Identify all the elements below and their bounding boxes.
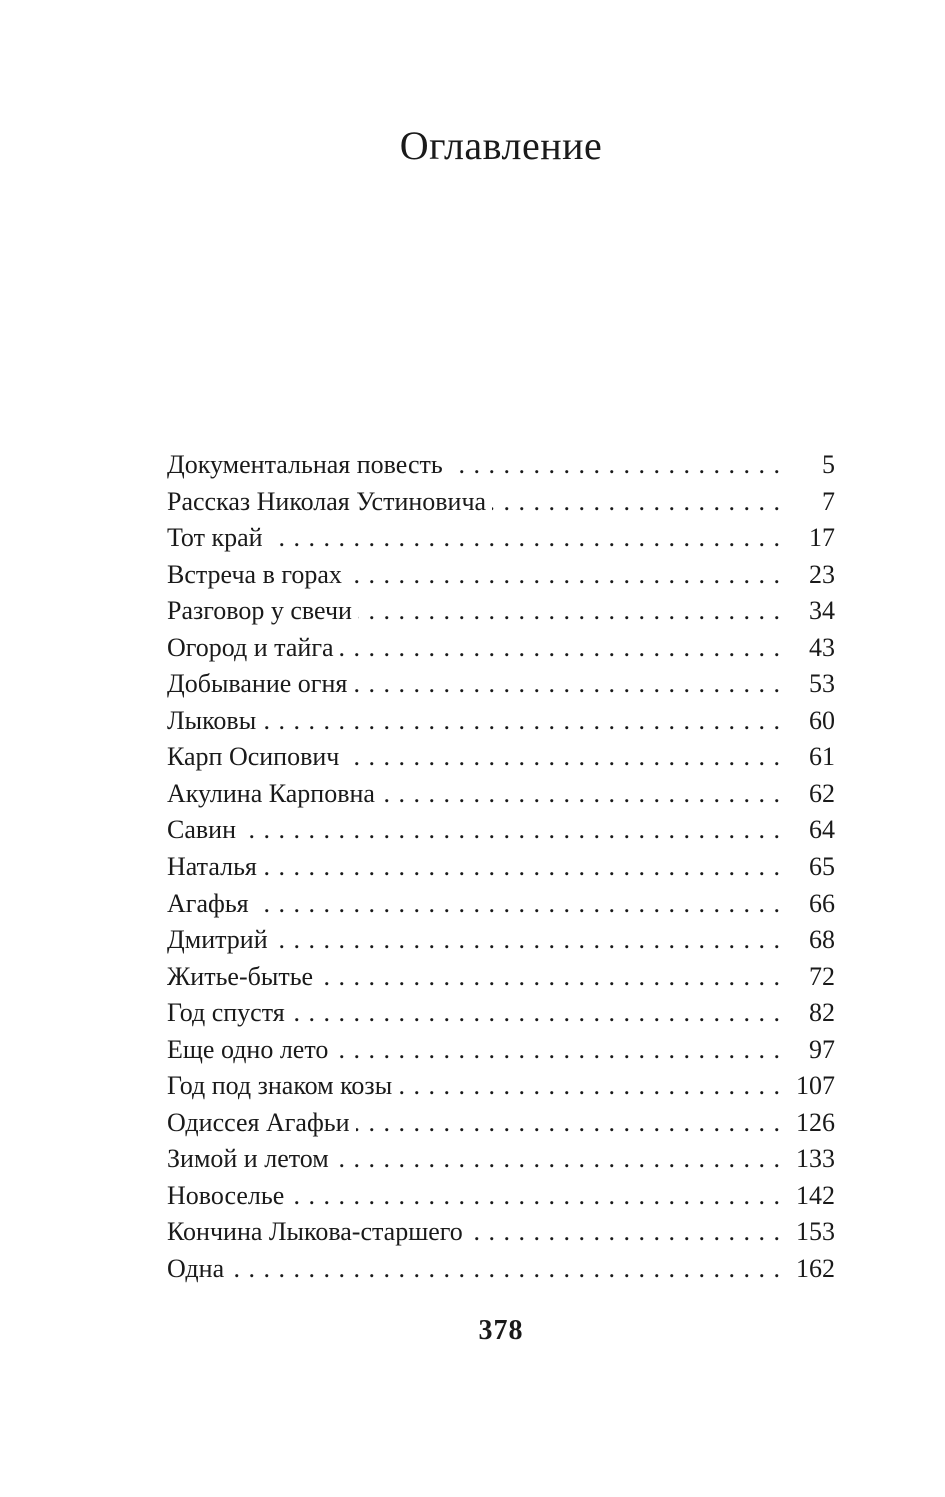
toc-entry: Встреча в горах 23 xyxy=(167,557,835,594)
toc-entry-page: 133 xyxy=(796,1144,835,1174)
toc-entry: Кончина Лыкова-старшего 153 xyxy=(167,1214,835,1251)
dot-leader xyxy=(469,1214,781,1251)
dot-leader xyxy=(449,447,781,484)
dot-leader xyxy=(353,666,781,703)
dot-leader xyxy=(334,1032,781,1069)
dot-leader xyxy=(345,739,781,776)
toc-entry-page: 17 xyxy=(809,523,835,553)
dot-leader xyxy=(255,886,781,923)
toc-entry-page: 64 xyxy=(809,815,835,845)
toc-entry-title: Новоселье xyxy=(167,1180,285,1210)
dot-leader xyxy=(319,959,781,996)
dot-leader xyxy=(398,1068,781,1105)
toc-entry: Добывание огня 53 xyxy=(167,666,835,703)
toc-entry-title: Разговор у свечи xyxy=(167,596,352,626)
dot-leader xyxy=(356,1105,781,1142)
dot-leader xyxy=(348,557,781,594)
toc-entry-page: 72 xyxy=(809,961,835,991)
toc-entry-title: Добывание огня xyxy=(167,669,348,699)
toc-entry-page: 97 xyxy=(809,1034,835,1064)
toc-entry-page: 60 xyxy=(809,705,835,735)
dot-leader xyxy=(242,812,781,849)
toc-entry-page: 62 xyxy=(809,778,835,808)
toc-entry: Новоселье 142 xyxy=(167,1178,835,1215)
toc-entry-page: 82 xyxy=(809,998,835,1028)
toc-entry-page: 65 xyxy=(809,852,835,882)
toc-entry: Акулина Карповна 62 xyxy=(167,776,835,813)
toc-entry-title: Документальная повесть xyxy=(167,450,443,479)
toc-entry-title: Акулина Карповна xyxy=(167,778,375,808)
toc-entry: Рассказ Николая Устиновича 7 xyxy=(167,484,835,521)
toc-entry-title: Год под знаком козы xyxy=(167,1071,393,1101)
toc-entry-page: 61 xyxy=(809,742,835,772)
toc-entry-page: 68 xyxy=(809,925,835,955)
dot-leader xyxy=(263,849,781,886)
toc-entry-title: Огород и тайга xyxy=(167,632,334,662)
toc-entry-title: Кончина Лыкова-старшего xyxy=(167,1217,463,1247)
toc-entry-title: Рассказ Николая Устиновича xyxy=(167,486,487,516)
toc-entry: Огород и тайга 43 xyxy=(167,630,835,667)
dot-leader xyxy=(492,484,781,521)
toc-entry-title: Дмитрий xyxy=(167,925,268,955)
dot-leader xyxy=(290,1178,781,1215)
toc-entry-page: 126 xyxy=(796,1107,835,1137)
folio-page-number: 378 xyxy=(478,1315,524,1346)
toc-entry-page: 153 xyxy=(796,1217,835,1247)
toc-entry-page: 142 xyxy=(796,1180,835,1210)
toc-entry-title: Встреча в горах xyxy=(167,559,342,589)
dot-leader xyxy=(291,995,781,1032)
dot-leader xyxy=(269,520,781,557)
toc-entry-title: Наталья xyxy=(167,852,257,882)
toc-entry-page: 7 xyxy=(822,486,835,516)
toc-entry-title: Зимой и летом xyxy=(167,1144,329,1174)
toc-entry-page: 162 xyxy=(796,1254,835,1284)
toc-entry-title: Савин xyxy=(167,815,236,845)
dot-leader xyxy=(262,703,781,740)
dot-leader xyxy=(381,776,781,813)
toc-entry: Агафья 66 xyxy=(167,886,835,923)
toc-entry: Тот край 17 xyxy=(167,520,835,557)
toc-list: Документальная повесть 5 Рассказ Николая… xyxy=(167,447,835,1288)
page-title: Оглавление xyxy=(399,123,603,168)
dot-leader xyxy=(230,1251,781,1288)
toc-entry: Разговор у свечи 34 xyxy=(167,593,835,630)
toc-entry-title: Год спустя xyxy=(167,998,285,1028)
toc-entry: Дмитрий 68 xyxy=(167,922,835,959)
toc-entry-page: 5 xyxy=(822,450,835,479)
toc-entry-title: Агафья xyxy=(167,888,249,918)
toc-entry-title: Еще одно лето xyxy=(167,1034,329,1064)
toc-entry-title: Одна xyxy=(167,1254,225,1284)
toc-entry-page: 66 xyxy=(809,888,835,918)
toc-entry: Документальная повесть 5 xyxy=(167,447,835,484)
toc-entry: Житье-бытье 72 xyxy=(167,959,835,996)
dot-leader xyxy=(358,593,781,630)
toc-entry: Зимой и летом 133 xyxy=(167,1141,835,1178)
dot-leader xyxy=(274,922,781,959)
toc-entry: Карп Осипович 61 xyxy=(167,739,835,776)
toc-entry: Год спустя 82 xyxy=(167,995,835,1032)
toc-entry-page: 107 xyxy=(796,1071,835,1101)
toc-entry: Одна 162 xyxy=(167,1251,835,1288)
toc-entry: Наталья 65 xyxy=(167,849,835,886)
toc-entry-title: Житье-бытье xyxy=(167,961,314,991)
toc-entry-title: Одиссея Агафьи xyxy=(167,1107,350,1137)
toc-entry: Савин 64 xyxy=(167,812,835,849)
dot-leader xyxy=(335,1141,781,1178)
toc-entry-title: Лыковы xyxy=(167,705,257,735)
toc-entry: Еще одно лето 97 xyxy=(167,1032,835,1069)
toc-entry-page: 34 xyxy=(809,596,835,626)
toc-entry: Год под знаком козы 107 xyxy=(167,1068,835,1105)
toc-entry-page: 53 xyxy=(809,669,835,699)
toc-entry-page: 43 xyxy=(809,632,835,662)
toc-entry-title: Тот край xyxy=(167,523,263,553)
toc-entry: Лыковы 60 xyxy=(167,703,835,740)
dot-leader xyxy=(340,630,781,667)
toc-entry: Одиссея Агафьи 126 xyxy=(167,1105,835,1142)
toc-entry-title: Карп Осипович xyxy=(167,742,340,772)
toc-entry-page: 23 xyxy=(809,559,835,589)
